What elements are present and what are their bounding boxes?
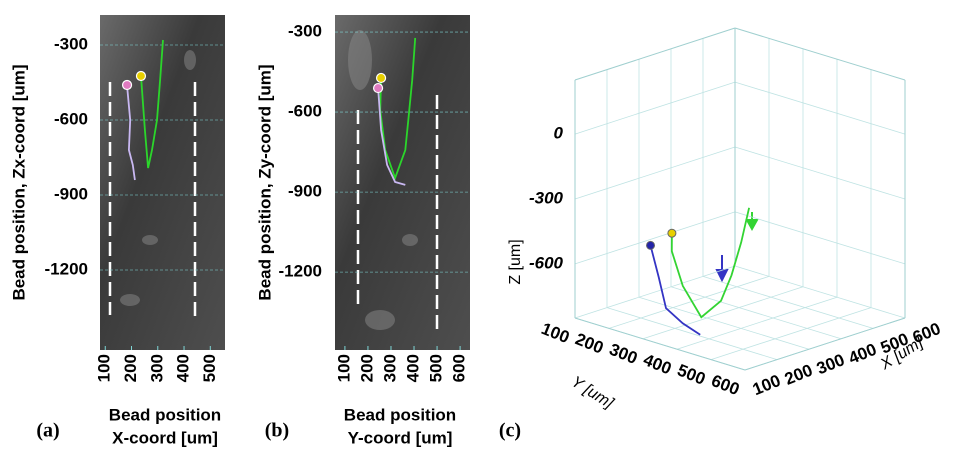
y-tick-label: -300 <box>54 34 88 53</box>
x-tick-label: 400 <box>404 354 423 382</box>
y-tick-label: 600 <box>709 371 742 399</box>
grid-line <box>734 81 906 135</box>
x-tick-label: 300 <box>147 354 166 382</box>
y-tick-label: 400 <box>641 350 674 378</box>
image-texture <box>120 30 418 330</box>
grid-line <box>574 81 736 135</box>
start-marker <box>121 79 133 91</box>
y-tick-label: -300 <box>288 22 322 41</box>
x-tick-label: 200 <box>121 354 140 382</box>
axis-edge <box>574 317 746 371</box>
axis-edge <box>744 317 906 371</box>
x-tick-label: 400 <box>174 354 193 382</box>
grid-line <box>676 296 838 350</box>
x-tick-label: 200 <box>782 361 815 389</box>
grid-line <box>574 146 736 200</box>
grid-line <box>606 307 778 360</box>
x-tick-label: 300 <box>380 354 399 382</box>
x-tick-label: 100 <box>750 371 783 399</box>
boundary-line <box>108 82 439 330</box>
z-axis-label: Z [um] <box>507 239 524 284</box>
y-tick-label: 300 <box>607 340 640 368</box>
y-tick-label: -1200 <box>279 262 322 281</box>
z-tick-label: -300 <box>529 188 564 207</box>
y-tick-label: 200 <box>573 329 606 357</box>
grid-line <box>574 211 736 265</box>
x-tick-label: 500 <box>427 354 446 382</box>
x-tick-label: 100 <box>95 354 114 382</box>
x-axis-label: Bead position <box>344 405 456 424</box>
x-tick-label: 100 <box>334 354 353 382</box>
trajectory <box>649 245 701 336</box>
y-tick-label: -1200 <box>45 259 88 278</box>
start-marker <box>135 70 147 82</box>
panel-label: (c) <box>499 420 521 442</box>
grid-line <box>734 211 906 265</box>
microscope-image <box>100 15 225 350</box>
grid-line <box>670 286 842 340</box>
x-tick-label: 500 <box>200 354 219 382</box>
y-axis-label: Bead position, Zx-coord [um] <box>9 64 28 300</box>
start-marker <box>375 72 387 84</box>
y-tick-label: -900 <box>288 182 322 201</box>
y-tick-label: 500 <box>675 361 708 389</box>
y-tick-label: -600 <box>54 109 88 128</box>
y-axis-label: Y [um] <box>568 373 616 412</box>
grid-line <box>574 265 736 319</box>
panel-label: (a) <box>36 420 59 442</box>
start-marker <box>646 240 656 250</box>
grid-line <box>734 265 906 319</box>
start-marker <box>667 228 677 238</box>
grid-line <box>702 276 874 329</box>
y-tick-label: -900 <box>54 184 88 203</box>
y-axis-label: Bead position, Zy-coord [um] <box>255 64 274 300</box>
x-tick-label: 300 <box>814 350 847 378</box>
grid-line <box>608 276 770 329</box>
grid-line <box>734 146 906 200</box>
trajectory <box>140 39 164 169</box>
grid-line <box>642 286 804 340</box>
grid-line <box>710 307 872 360</box>
x-tick-label: 600 <box>450 354 469 382</box>
trajectory <box>670 207 750 319</box>
panel-label: (b) <box>265 420 289 442</box>
y-tick-label: 100 <box>539 319 572 347</box>
z-tick-label: -600 <box>529 253 564 272</box>
trajectory <box>377 88 406 186</box>
y-tick-label: -600 <box>288 102 322 121</box>
x-axis-label: X-coord [um] <box>112 428 218 447</box>
start-marker <box>372 82 384 94</box>
axis-edge <box>734 27 906 81</box>
x-tick-label: 200 <box>357 354 376 382</box>
axis-edge <box>574 27 736 81</box>
grid-line <box>638 296 810 350</box>
trajectory <box>126 84 136 181</box>
x-axis-label: Y-coord [um] <box>348 428 453 447</box>
x-tick-label: 400 <box>846 340 879 368</box>
z-tick-label: 0 <box>554 124 564 143</box>
x-axis-label: Bead position <box>109 405 221 424</box>
